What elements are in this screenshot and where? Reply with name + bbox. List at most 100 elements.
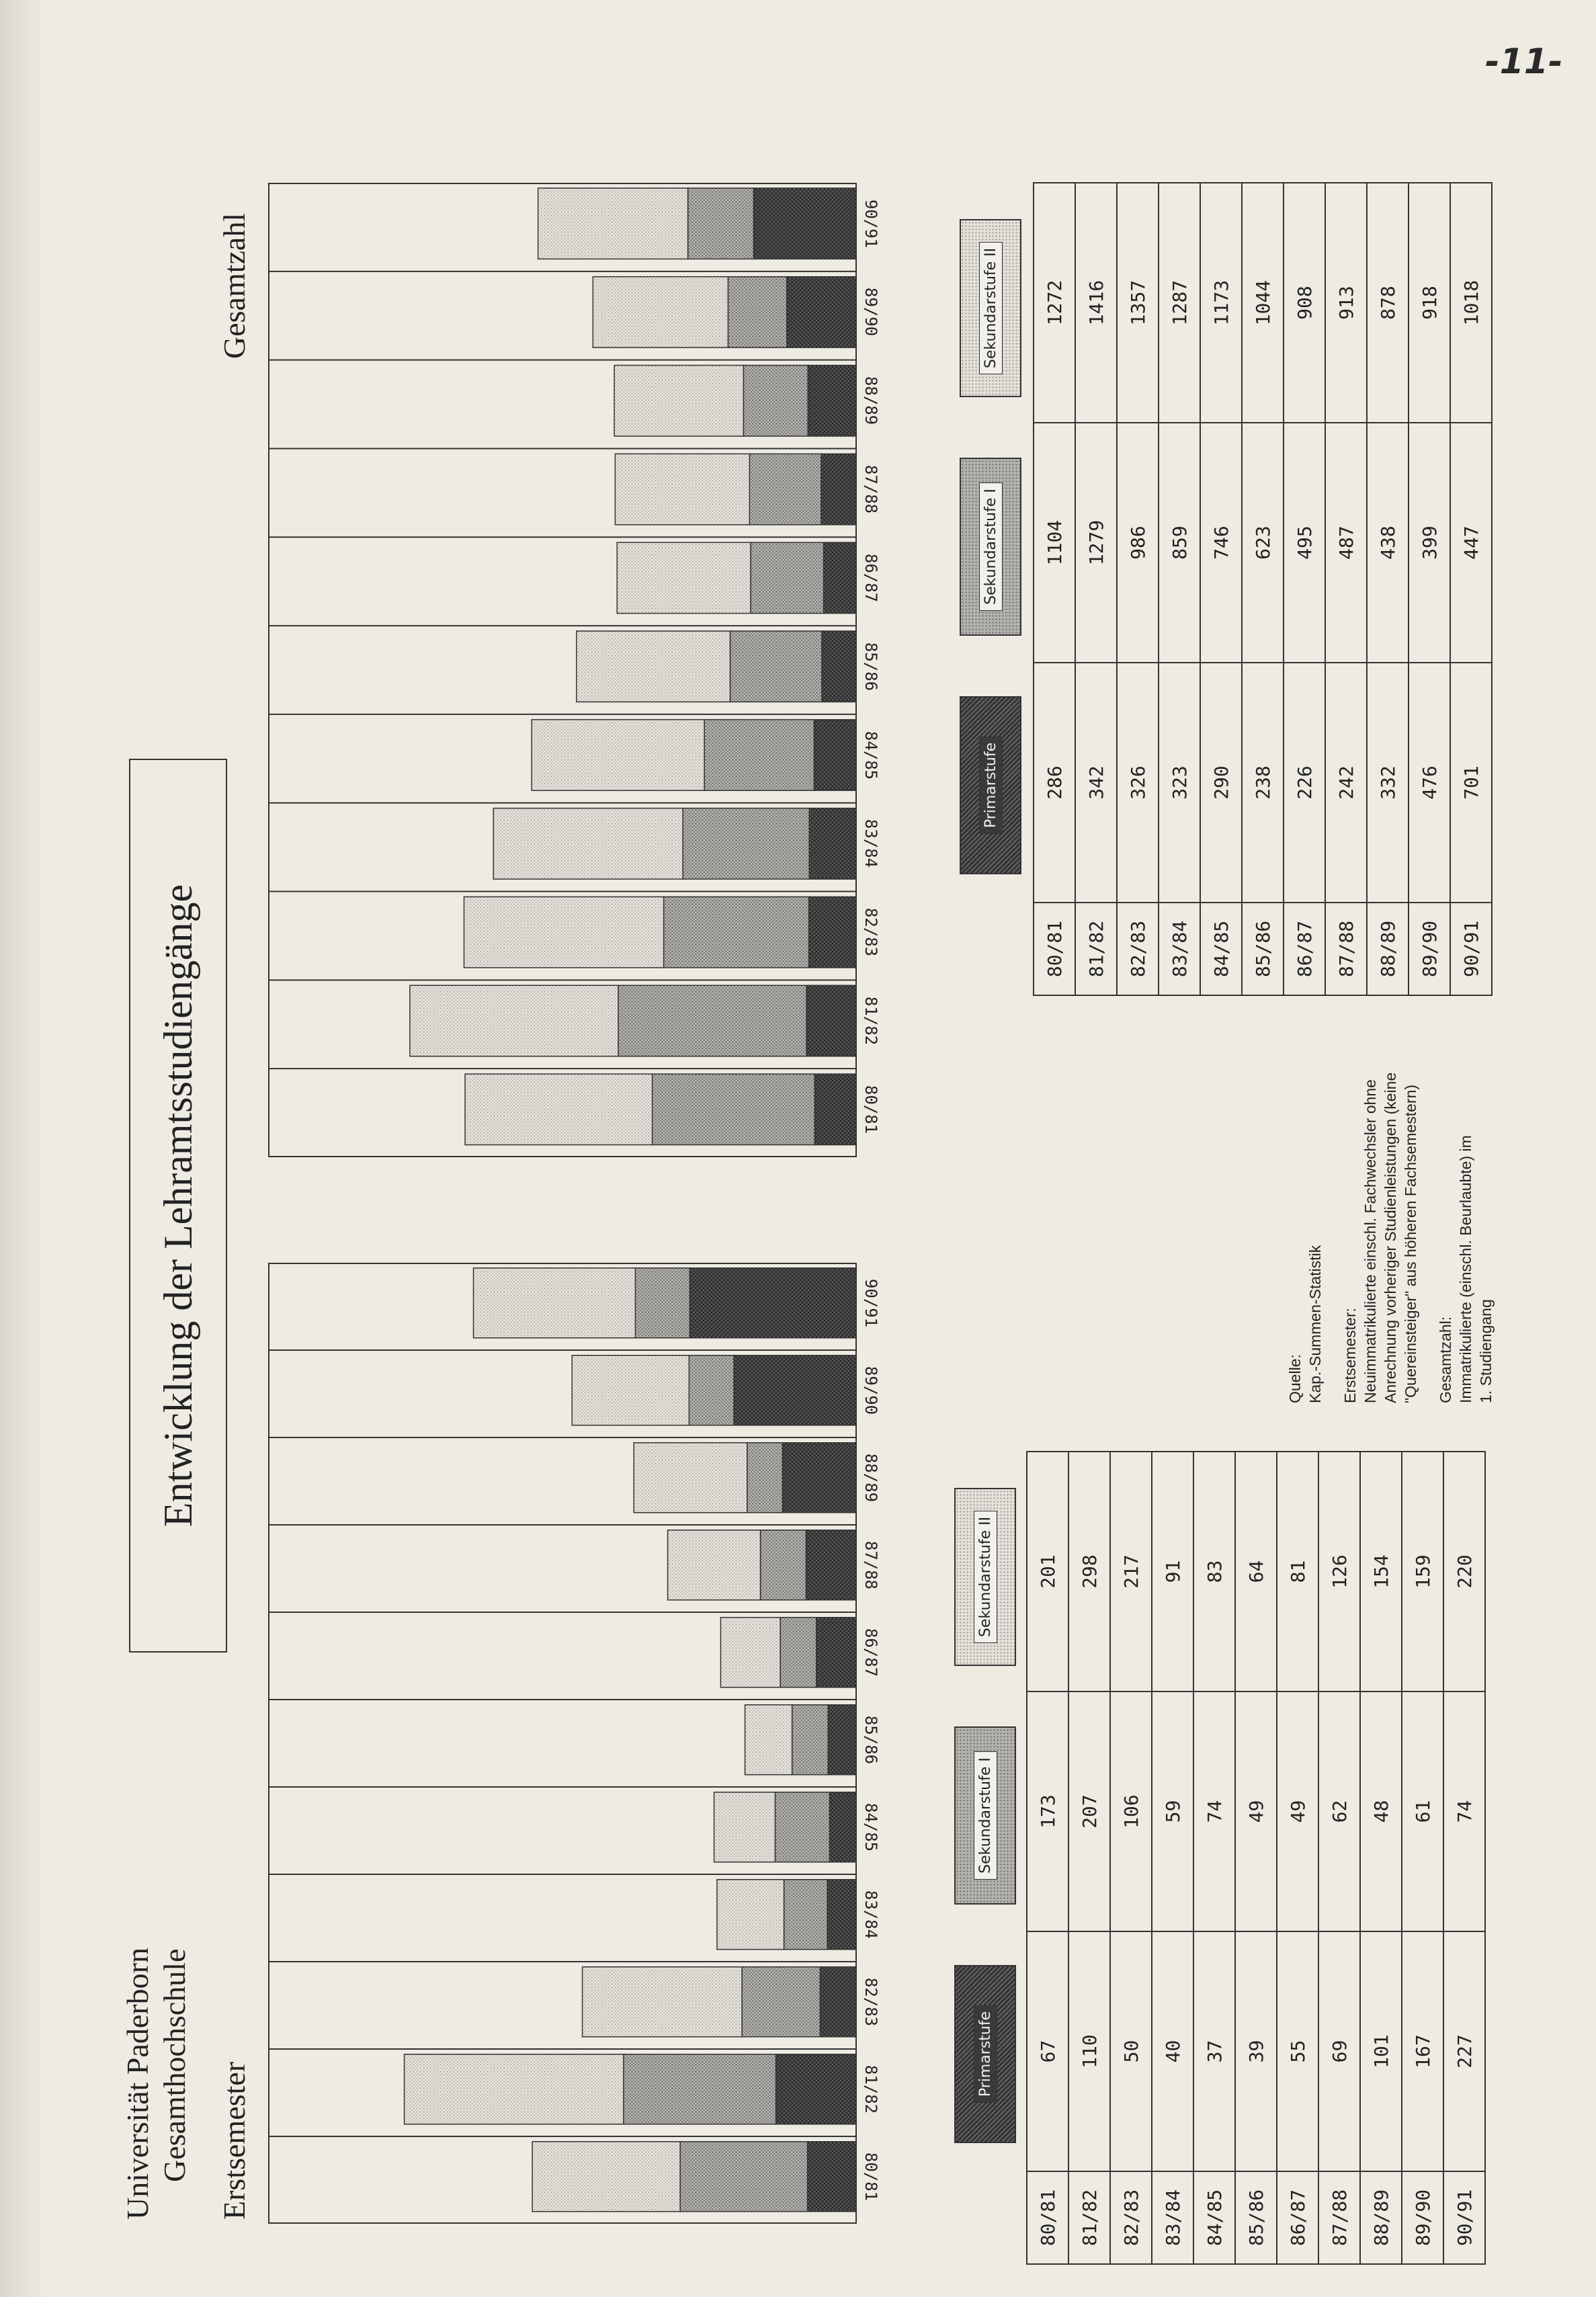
- year-cell: 87/88: [1318, 2171, 1360, 2264]
- value-cell-sek2: 201: [1027, 1452, 1068, 1692]
- value-cell-sek1: 49: [1235, 1692, 1277, 1931]
- bar-segment-sek2: [464, 1073, 653, 1146]
- x-tick-label: 88/89: [862, 1453, 880, 1502]
- bar-segment-sek1: [704, 719, 815, 792]
- bar-segment-sek2: [493, 807, 683, 880]
- bar-segment-primar: [733, 1355, 857, 1426]
- table-row: 83/84 323 859 1287: [1159, 183, 1200, 995]
- x-tick-label: 86/87: [862, 553, 880, 603]
- value-cell-sek2: 126: [1318, 1452, 1360, 1692]
- value-cell-primar: 342: [1075, 663, 1117, 903]
- value-cell-sek1: 438: [1367, 423, 1409, 663]
- value-cell-primar: 101: [1360, 1931, 1402, 2171]
- bar-segment-sek2: [472, 1267, 636, 1339]
- year-cell: 85/86: [1235, 2171, 1277, 2264]
- bar-segment-primar: [819, 1966, 857, 2038]
- erstsemester-legend: Primarstufe Sekundarstufe I Sekundarstufe …: [954, 1458, 1016, 2265]
- bar-segment-sek1: [743, 364, 809, 437]
- x-tick-label: 89/90: [862, 1366, 880, 1415]
- value-cell-sek2: 1357: [1117, 183, 1159, 423]
- bar-segment-primar: [753, 187, 857, 260]
- bar-segment-sek1: [783, 1879, 828, 1950]
- bar-segment-sek1: [679, 2141, 808, 2212]
- bar-segment-sek2: [614, 364, 745, 437]
- page-number: -11-: [1485, 42, 1563, 82]
- bar-segment-sek2: [716, 1879, 785, 1950]
- value-cell-sek2: 913: [1325, 183, 1367, 423]
- year-cell: 80/81: [1027, 2171, 1068, 2264]
- table-row: 86/87 55 49 81: [1277, 1452, 1318, 2264]
- source-label: Quelle:: [1286, 1354, 1304, 1403]
- value-cell-sek2: 91: [1152, 1452, 1193, 1692]
- university-name: Universität Paderborn: [120, 1948, 155, 2220]
- x-tick-label: 80/81: [862, 1085, 880, 1134]
- chart-title-erstsemester: Erstsemester: [217, 2061, 251, 2220]
- bar-segment-primar: [689, 1267, 857, 1339]
- bar-segment-primar: [823, 542, 857, 614]
- bar-segment-primar: [808, 807, 857, 880]
- x-tick-label: 86/87: [862, 1628, 880, 1677]
- value-cell-sek1: 62: [1318, 1692, 1360, 1931]
- year-cell: 86/87: [1284, 903, 1325, 995]
- legend-item-primar: Primarstufe: [954, 1965, 1016, 2143]
- x-tick-label: 82/83: [862, 1977, 880, 2026]
- value-cell-primar: 67: [1027, 1931, 1068, 2171]
- erstsemester-x-axis: 80/81 81/82 82/83 83/84 84/85 85/86 86/87 87/88…: [862, 1263, 888, 2224]
- table-row: 82/83 50 106 217: [1110, 1452, 1152, 2264]
- value-cell-sek1: 59: [1152, 1692, 1193, 1931]
- value-cell-sek2: 918: [1409, 183, 1450, 423]
- year-cell: 88/89: [1360, 2171, 1402, 2264]
- bar-segment-sek1: [741, 1966, 821, 2038]
- year-cell: 87/88: [1325, 903, 1367, 995]
- table-row: 81/82 342 1279 1416: [1075, 183, 1117, 995]
- x-tick-label: 87/88: [862, 464, 880, 514]
- x-tick-label: 85/86: [862, 1715, 880, 1764]
- year-cell: 90/91: [1450, 903, 1492, 995]
- x-tick-label: 84/85: [862, 1802, 880, 1851]
- legend-label: Sekundarstufe I: [973, 1751, 997, 1880]
- table-row: 80/81 67 173 201: [1027, 1452, 1068, 2264]
- value-cell-sek1: 74: [1443, 1692, 1485, 1931]
- legend-label: Primarstufe: [978, 736, 1003, 835]
- bar-segment-sek1: [688, 1355, 734, 1426]
- bar-segment-sek2: [532, 2141, 681, 2212]
- x-tick-label: 82/83: [862, 908, 880, 957]
- value-cell-primar: 323: [1159, 663, 1200, 903]
- erstsemester-chart: [268, 1263, 857, 2224]
- value-cell-primar: 332: [1367, 663, 1409, 903]
- value-cell-sek1: 1104: [1034, 423, 1075, 663]
- bar-segment-primar: [827, 1704, 857, 1776]
- value-cell-primar: 69: [1318, 1931, 1360, 2171]
- bar-segment-sek2: [713, 1792, 776, 1863]
- legend-item-sek2: Sekundarstufe II: [954, 1488, 1016, 1666]
- bar-segment-sek2: [592, 276, 729, 348]
- value-cell-primar: 701: [1450, 663, 1492, 903]
- x-tick-label: 88/89: [862, 376, 880, 425]
- value-cell-sek1: 746: [1200, 423, 1242, 663]
- table-row: 89/90 167 61 159: [1402, 1452, 1443, 2264]
- bar-segment-sek2: [667, 1530, 761, 1601]
- value-cell-sek1: 48: [1360, 1692, 1402, 1931]
- gesamtzahl-label: Gesamtzahl:: [1437, 1316, 1454, 1403]
- x-tick-label: 84/85: [862, 730, 880, 780]
- value-cell-sek2: 298: [1068, 1452, 1110, 1692]
- bar-segment-sek1: [791, 1704, 829, 1776]
- value-cell-sek1: 173: [1027, 1692, 1068, 1931]
- value-cell-primar: 39: [1235, 1931, 1277, 2171]
- legend-item-sek2: Sekundarstufe II: [960, 219, 1021, 397]
- bar-segment-sek1: [623, 2054, 777, 2125]
- year-cell: 84/85: [1193, 2171, 1235, 2264]
- year-cell: 83/84: [1159, 903, 1200, 995]
- table-row: 88/89 101 48 154: [1360, 1452, 1402, 2264]
- university-subtitle: Gesamthochschule: [157, 1948, 192, 2182]
- bar-segment-sek1: [663, 896, 810, 968]
- bar-segment-primar: [816, 1617, 857, 1688]
- x-tick-label: 85/86: [862, 642, 880, 691]
- year-cell: 82/83: [1110, 2171, 1152, 2264]
- x-tick-label: 81/82: [862, 2064, 880, 2114]
- value-cell-sek2: 908: [1284, 183, 1325, 423]
- bar-segment-sek1: [774, 1792, 831, 1863]
- bar-segment-sek1: [747, 1442, 784, 1513]
- bar-segment-sek1: [682, 807, 810, 880]
- x-tick-label: 83/84: [862, 1890, 880, 1939]
